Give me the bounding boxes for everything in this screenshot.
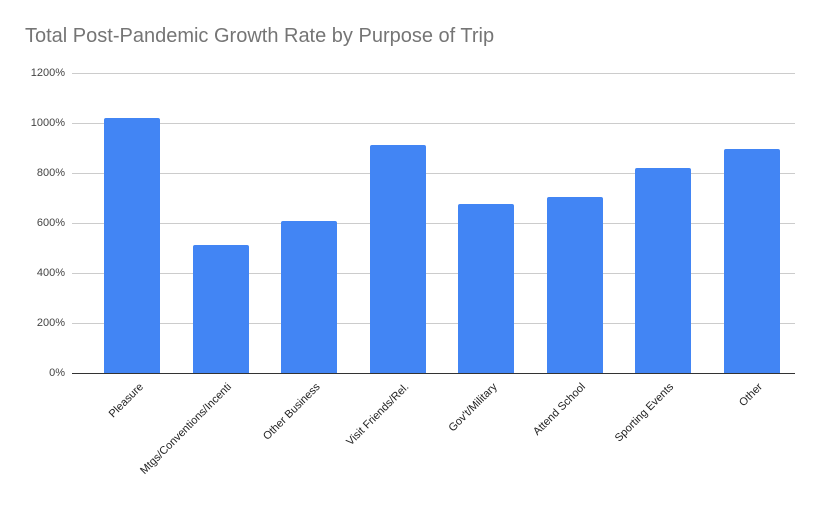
y-tick-label: 800% bbox=[36, 167, 65, 179]
x-tick-label: Gov't/Military bbox=[446, 381, 500, 435]
y-tick-label: 0% bbox=[49, 367, 65, 379]
x-tick-label: Other bbox=[736, 381, 765, 409]
bar[interactable] bbox=[192, 245, 249, 373]
x-tick-label: Pleasure bbox=[106, 381, 147, 421]
y-tick-label: 400% bbox=[36, 267, 65, 279]
y-tick-label: 1000% bbox=[30, 117, 65, 129]
gridline bbox=[72, 73, 795, 74]
bar[interactable] bbox=[281, 221, 338, 373]
bar[interactable] bbox=[723, 149, 780, 373]
plot-area bbox=[72, 73, 795, 374]
y-tick-label: 1200% bbox=[30, 67, 65, 79]
bar[interactable] bbox=[369, 145, 426, 373]
y-tick-label: 200% bbox=[36, 317, 65, 329]
bar[interactable] bbox=[635, 168, 692, 373]
y-tick-label: 600% bbox=[36, 217, 65, 229]
gridline bbox=[72, 223, 795, 224]
x-tick-label: Sporting Events bbox=[612, 381, 677, 445]
gridline bbox=[72, 173, 795, 174]
bar[interactable] bbox=[458, 204, 515, 373]
x-tick-label: Visit Friends/Rel. bbox=[344, 381, 412, 449]
x-tick-label: Other Business bbox=[261, 381, 323, 443]
gridline bbox=[72, 123, 795, 124]
x-tick-label: Attend School bbox=[530, 381, 588, 438]
x-tick-label: Mtgs/Conventions/Incenti bbox=[137, 381, 234, 477]
x-axis-line bbox=[72, 373, 795, 374]
bar[interactable] bbox=[546, 197, 603, 373]
gridline bbox=[72, 323, 795, 324]
bar[interactable] bbox=[104, 118, 161, 373]
chart-title: Total Post-Pandemic Growth Rate by Purpo… bbox=[25, 25, 495, 47]
gridline bbox=[72, 273, 795, 274]
